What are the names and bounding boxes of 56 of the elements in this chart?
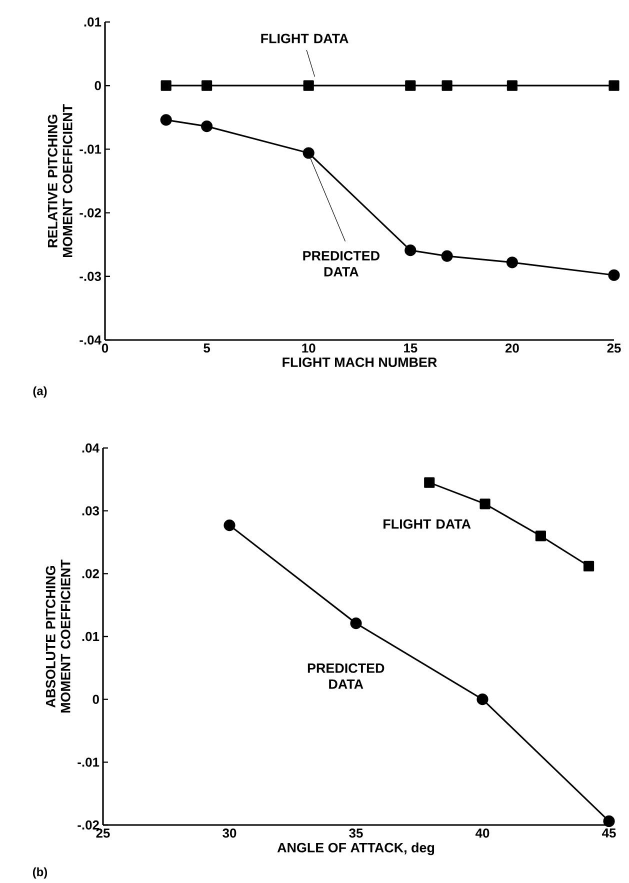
point: [160, 80, 172, 91]
point: [583, 560, 594, 572]
y-tick-label: -.04: [80, 335, 102, 345]
y-axis-title: RELATIVE PITCHING MOMENT COEFFICIENT: [48, 104, 72, 258]
y-tick-label: -.02: [80, 208, 101, 218]
y-tick-label: .03: [82, 506, 100, 516]
point: [608, 80, 620, 91]
y-tick-label: 0: [92, 694, 99, 704]
y-tick-label: .01: [82, 632, 100, 642]
y-tick-label: -.01: [78, 758, 100, 767]
x-tick-label: 25: [607, 344, 621, 353]
text: (b): [32, 867, 48, 879]
y-tick-label: -.03: [80, 272, 102, 281]
point: [224, 519, 236, 532]
x-tick-label: 10: [302, 344, 316, 353]
point: [303, 80, 314, 91]
text: (a): [33, 386, 47, 398]
point: [350, 618, 362, 630]
point: [302, 147, 314, 159]
point: [608, 269, 620, 281]
text: FLIGHT DATA: [261, 34, 348, 44]
x-tick-label: 45: [602, 828, 616, 838]
point: [480, 498, 490, 510]
x-axis-title: FLIGHT MACH NUMBER: [282, 358, 437, 368]
point: [404, 244, 416, 256]
x-tick-label: 40: [476, 828, 490, 838]
point: [506, 80, 518, 91]
point: [535, 530, 546, 542]
x-tick-label: 25: [96, 828, 110, 838]
point: [424, 477, 435, 488]
x-tick-label: 5: [204, 344, 210, 353]
y-tick-label: 0: [94, 81, 101, 90]
series-label: PREDICTED DATA: [308, 663, 384, 689]
x-tick-label: 0: [102, 344, 108, 353]
series-label: FLIGHT DATA: [384, 519, 471, 529]
x-tick-label: 15: [404, 344, 418, 353]
y-tick-label: .02: [82, 569, 99, 578]
point: [603, 815, 615, 828]
y-axis-title: ABSOLUTE PITCHING MOMENT COEFFICIENT: [46, 560, 70, 713]
point: [476, 694, 488, 706]
y-tick-label: -.02: [78, 820, 99, 830]
y-tick-label: -.01: [80, 144, 102, 154]
x-tick-label: 30: [222, 828, 236, 838]
y-tick-label: .01: [84, 17, 102, 27]
y-tick-label: .04: [82, 443, 100, 453]
x-axis-title: ANGLE OF ATTACK, deg: [277, 842, 434, 856]
x-tick-label: 35: [349, 828, 363, 838]
series-label: PREDICTED DATA: [303, 251, 380, 276]
point: [202, 80, 212, 91]
point: [441, 250, 453, 262]
x-tick-label: 20: [505, 344, 519, 353]
point: [506, 256, 518, 268]
point: [201, 120, 213, 132]
point: [442, 80, 452, 91]
point: [160, 114, 172, 126]
point: [405, 80, 416, 91]
